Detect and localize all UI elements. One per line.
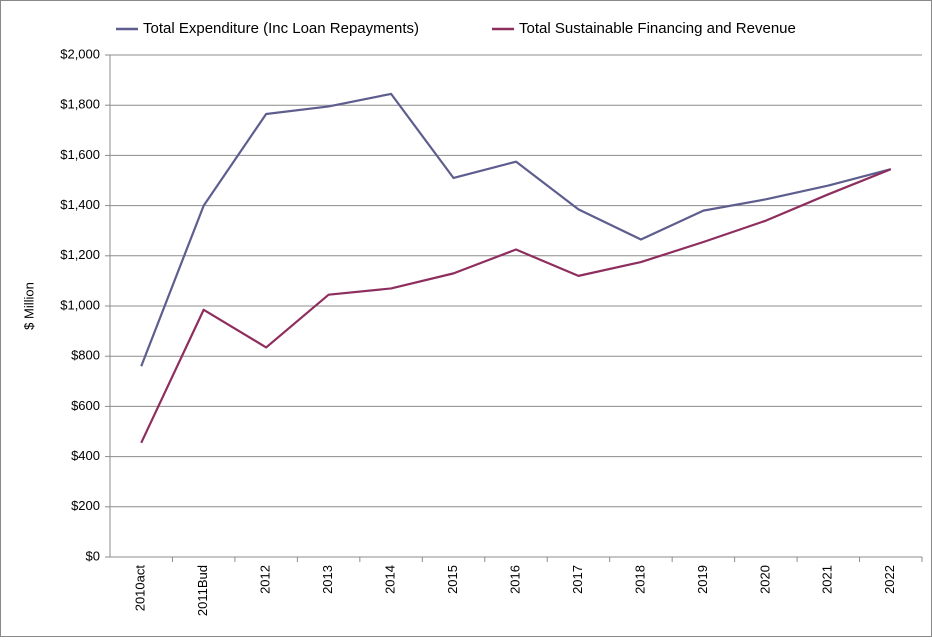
y-tick-label: $2,000 [60,46,100,61]
x-tick-label: 2015 [445,565,460,594]
x-tick-label: 2019 [695,565,710,594]
y-tick-label: $200 [71,498,100,513]
x-tick-label: 2014 [383,565,398,594]
x-tick-label: 2017 [570,565,585,594]
x-tick-label: 2020 [757,565,772,594]
x-tick-label: 2018 [632,565,647,594]
y-axis-label: $ Million [21,282,36,330]
y-tick-label: $1,600 [60,147,100,162]
series-line [140,92,892,367]
y-tick-label: $1,800 [60,97,100,112]
x-tick-label: 2012 [258,565,273,594]
y-tick-label: $1,200 [60,247,100,262]
y-tick-label: $800 [71,348,100,363]
series-line [140,168,892,444]
y-tick-label: $400 [71,448,100,463]
x-tick-label: 2013 [320,565,335,594]
x-tick-label: 2016 [507,565,522,594]
y-tick-label: $1,000 [60,297,100,312]
x-tick-label: 2010act [133,565,148,612]
y-tick-label: $600 [71,398,100,413]
legend-label: Total Sustainable Financing and Revenue [519,20,796,37]
legend-label: Total Expenditure (Inc Loan Repayments) [143,20,419,37]
y-tick-label: $1,400 [60,197,100,212]
x-tick-label: 2022 [882,565,897,594]
x-tick-label: 2021 [820,565,835,594]
x-tick-label: 2011Bud [195,565,210,616]
y-tick-label: $0 [86,548,100,563]
